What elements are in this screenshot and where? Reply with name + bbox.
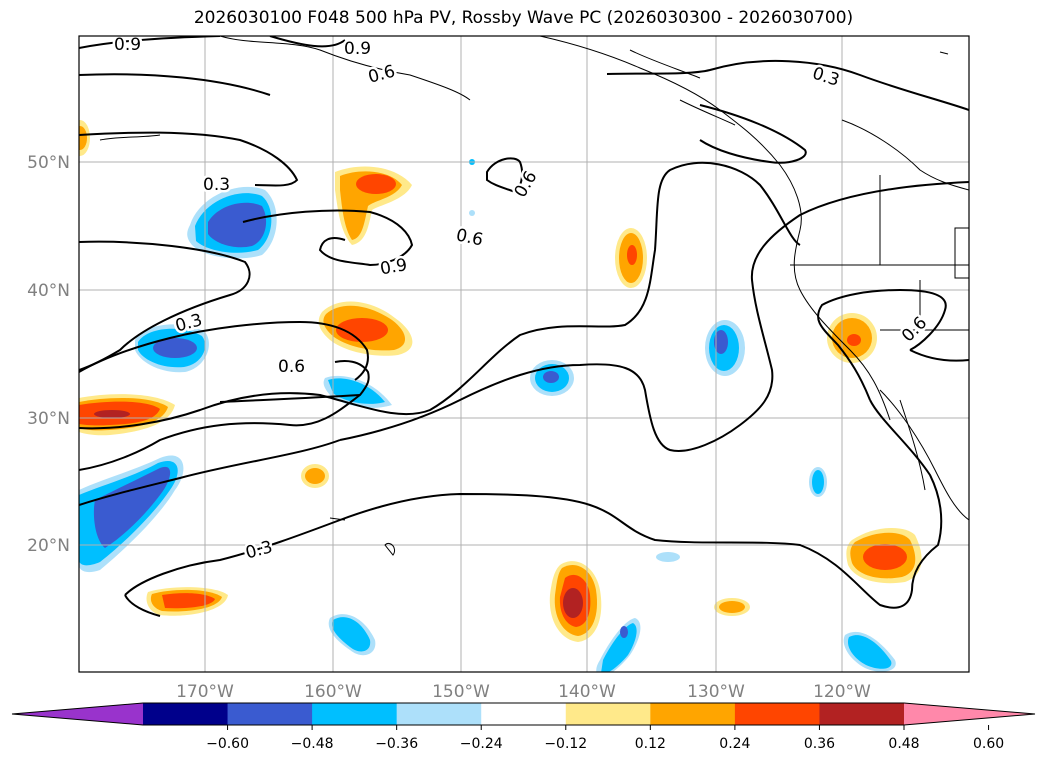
- colorbar-tick-label: 0.24: [719, 736, 750, 752]
- positive-anomaly-b: [318, 301, 413, 356]
- pv-contours: [79, 36, 969, 617]
- colorbar-tick-label: 0.12: [635, 736, 666, 752]
- colorbar-segment: [227, 703, 313, 725]
- lon-label-160w: 160°W: [304, 682, 362, 702]
- colorbar-tick-label: −0.36: [375, 736, 418, 752]
- map-background: [79, 36, 969, 672]
- positive-anomaly-e: [827, 313, 877, 363]
- positive-anomaly-g: [146, 587, 228, 616]
- negative-anomaly-i: [328, 614, 376, 656]
- positive-anomaly-i: [714, 598, 750, 616]
- positive-anomaly-h: [549, 561, 602, 642]
- positive-anomaly-c: [79, 394, 175, 436]
- graticule: [79, 36, 969, 672]
- negative-anomaly-h: [656, 552, 680, 562]
- positive-anomaly-f: [301, 464, 329, 488]
- positive-anomaly-nw-edge: [79, 120, 90, 156]
- contour-label: 0.9: [114, 35, 141, 55]
- contour-label: 0.6: [278, 357, 305, 377]
- colorbar-segment: [650, 703, 736, 725]
- colorbar-tick-label: 0.60: [973, 736, 1004, 752]
- colorbar-tick-label: −0.12: [544, 736, 587, 752]
- lon-label-120w: 120°W: [813, 682, 871, 702]
- colorbar-segment: [734, 703, 820, 725]
- colorbar-segment: [143, 703, 229, 725]
- pv-shading: [79, 120, 922, 672]
- contour-label: 0.9: [344, 39, 371, 59]
- longitude-labels: 170°W 160°W 150°W 140°W 130°W 120°W: [176, 682, 871, 702]
- colorbar-segment: [312, 703, 398, 725]
- positive-anomaly-d: [615, 228, 647, 288]
- contour-label: 0.3: [203, 175, 230, 195]
- map-title: 2026030100 F048 500 hPa PV, Rossby Wave …: [193, 8, 854, 28]
- colorbar-segment: [565, 703, 651, 725]
- colorbar-segment: [396, 703, 482, 725]
- colorbar-segment: [481, 703, 567, 725]
- colorbar-tick-label: 0.48: [888, 736, 919, 752]
- negative-anomaly-j: [596, 618, 641, 672]
- colorbar-outline: [11, 702, 1036, 726]
- colorbar-segment: [819, 703, 905, 725]
- colorbar: −0.60 −0.48 −0.36 −0.24 −0.12 0.12 0.24 0.36 0.4…: [11, 702, 1036, 752]
- positive-anomaly-a: [335, 166, 412, 245]
- negative-anomaly-g: [809, 467, 827, 497]
- lat-label-40n: 40°N: [27, 281, 70, 301]
- lon-label-170w: 170°W: [176, 682, 234, 702]
- lon-label-130w: 130°W: [687, 682, 745, 702]
- lat-label-30n: 30°N: [27, 409, 70, 429]
- lon-label-150w: 150°W: [432, 682, 490, 702]
- colorbar-extend-low: [12, 703, 143, 725]
- colorbar-tick-label: −0.24: [460, 736, 503, 752]
- colorbar-tick-label: −0.48: [291, 736, 334, 752]
- negative-anomaly-b: [135, 324, 209, 373]
- negative-anomaly-a: [187, 186, 277, 259]
- map-frame: [78, 35, 970, 673]
- lon-label-140w: 140°W: [558, 682, 616, 702]
- lat-label-50n: 50°N: [27, 153, 70, 173]
- negative-anomaly-d: [79, 455, 184, 573]
- positive-anomaly-j: [846, 528, 922, 584]
- negative-anomaly-f: [705, 320, 745, 376]
- latitude-labels: 50°N 40°N 30°N 20°N: [27, 153, 70, 556]
- negative-anomaly-k: [843, 631, 896, 672]
- lat-label-20n: 20°N: [27, 536, 70, 556]
- colorbar-extend-high: [904, 703, 1035, 725]
- colorbar-tick-label: 0.36: [804, 736, 835, 752]
- colorbar-tick-label: −0.60: [206, 736, 249, 752]
